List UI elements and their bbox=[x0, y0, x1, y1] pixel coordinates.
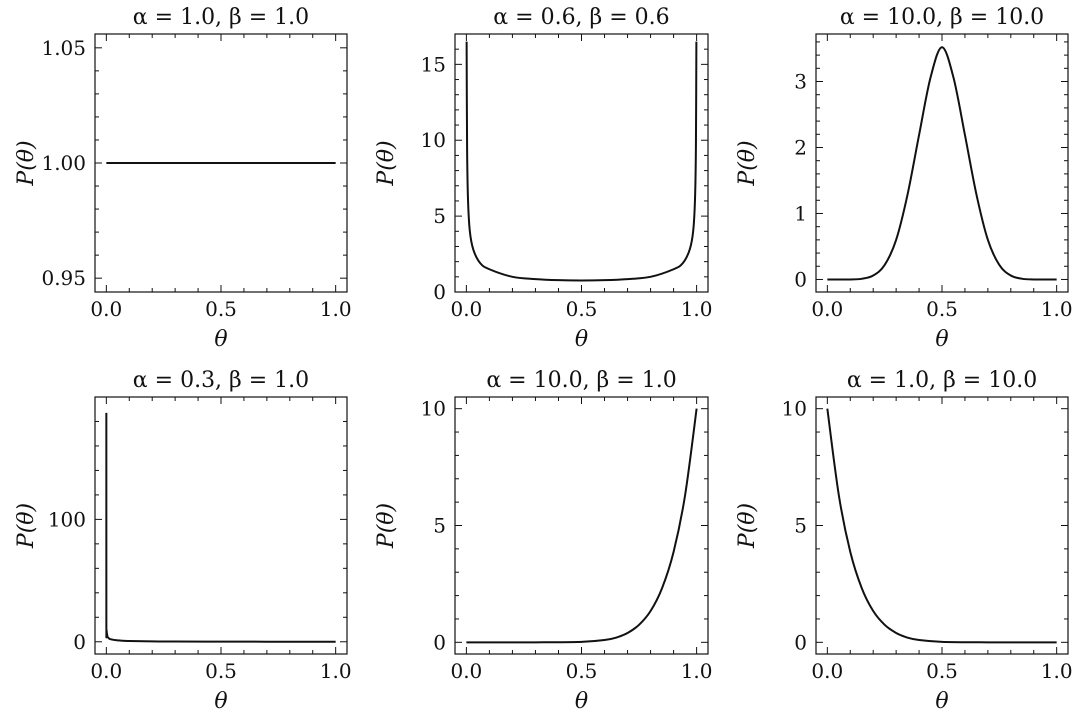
x-tick-label: 1.0 bbox=[681, 297, 713, 321]
y-axis-label: P(θ) bbox=[14, 503, 39, 549]
plot-frame bbox=[815, 33, 1069, 293]
pdf-curve bbox=[826, 408, 1057, 644]
x-tick-label: 1.0 bbox=[320, 659, 352, 683]
x-tick-label: 0.5 bbox=[926, 297, 958, 321]
x-tick-label: 0.5 bbox=[566, 297, 598, 321]
y-axis-label: P(θ) bbox=[14, 140, 39, 186]
panel-title: α = 1.0, β = 1.0 bbox=[133, 5, 309, 30]
y-tick-label: 2 bbox=[794, 135, 807, 159]
x-tick-label: 0.0 bbox=[811, 659, 843, 683]
x-tick-label: 0.0 bbox=[450, 297, 482, 321]
y-axis-label: P(θ) bbox=[735, 140, 760, 186]
x-tick-label: 0.0 bbox=[90, 297, 122, 321]
y-tick-label: 15 bbox=[421, 52, 446, 76]
x-tick-label: 1.0 bbox=[1041, 297, 1073, 321]
y-tick-label: 1 bbox=[794, 201, 807, 225]
x-axis-label: θ bbox=[214, 327, 227, 352]
y-tick-label: 0 bbox=[794, 630, 807, 654]
y-tick-label: 1.00 bbox=[41, 151, 86, 175]
y-tick-label: 1.05 bbox=[41, 36, 86, 60]
x-tick-label: 1.0 bbox=[681, 659, 713, 683]
panel-title: α = 1.0, β = 10.0 bbox=[847, 368, 1037, 393]
x-tick-label: 1.0 bbox=[1041, 659, 1073, 683]
panel-5: α = 10.0, β = 1.0 0.0 0.5 1.0 0 5 10 θ P(θ) bbox=[374, 368, 713, 714]
y-tick-label: 0 bbox=[73, 630, 86, 654]
panel-4: α = 0.3, β = 1.0 0.0 0.5 1.0 0 100 θ P(θ) bbox=[14, 368, 352, 714]
panel-3: α = 10.0, β = 10.0 0.0 0.5 1.0 0 1 2 3 θ P(θ) bbox=[735, 5, 1073, 352]
pdf-curve bbox=[105, 412, 336, 643]
x-tick-label: 0.5 bbox=[566, 659, 598, 683]
x-tick-label: 0.5 bbox=[205, 297, 237, 321]
x-tick-label: 0.5 bbox=[205, 659, 237, 683]
pdf-curve bbox=[827, 46, 1057, 281]
plot-frame bbox=[454, 396, 709, 655]
y-tick-label: 0 bbox=[794, 267, 807, 291]
panel-title: α = 10.0, β = 10.0 bbox=[840, 5, 1044, 30]
panel-6: α = 1.0, β = 10.0 0.0 0.5 1.0 0 5 10 θ P(θ) bbox=[735, 368, 1073, 714]
panel-2: α = 0.6, β = 0.6 0.0 0.5 1.0 0 5 10 15 θ P(θ) bbox=[374, 5, 713, 352]
x-axis-label: θ bbox=[214, 689, 227, 714]
y-tick-label: 10 bbox=[782, 397, 807, 421]
x-axis-label: θ bbox=[935, 327, 948, 352]
y-tick-label: 0.95 bbox=[41, 266, 86, 290]
y-tick-label: 0 bbox=[433, 630, 446, 654]
y-tick-label: 3 bbox=[794, 70, 807, 94]
x-axis-label: θ bbox=[575, 327, 588, 352]
x-tick-label: 0.0 bbox=[450, 659, 482, 683]
panel-title: α = 0.3, β = 1.0 bbox=[133, 368, 309, 393]
x-axis-label: θ bbox=[935, 689, 948, 714]
x-tick-label: 0.0 bbox=[811, 297, 843, 321]
pdf-curve bbox=[465, 41, 698, 282]
y-tick-label: 10 bbox=[421, 397, 446, 421]
x-tick-label: 0.5 bbox=[926, 659, 958, 683]
y-axis-label: P(θ) bbox=[374, 140, 399, 186]
x-axis-label: θ bbox=[575, 689, 588, 714]
plot-frame bbox=[815, 396, 1069, 655]
y-tick-label: 100 bbox=[48, 507, 86, 531]
y-tick-label: 5 bbox=[433, 514, 446, 538]
y-axis-label: P(θ) bbox=[374, 503, 399, 549]
y-axis-label: P(θ) bbox=[735, 503, 760, 549]
panel-1: α = 1.0, β = 1.0 0.0 0.5 1.0 0.95 1.00 1.05 θ P(… bbox=[14, 5, 352, 352]
x-tick-label: 0.0 bbox=[90, 659, 122, 683]
x-tick-label: 1.0 bbox=[320, 297, 352, 321]
plot-frame bbox=[454, 33, 709, 293]
y-tick-label: 5 bbox=[794, 514, 807, 538]
panel-title: α = 10.0, β = 1.0 bbox=[486, 368, 676, 393]
y-tick-label: 5 bbox=[433, 204, 446, 228]
y-tick-label: 10 bbox=[421, 128, 446, 152]
y-tick-label: 0 bbox=[433, 280, 446, 304]
pdf-curve bbox=[466, 408, 698, 644]
plot-frame bbox=[94, 396, 348, 655]
panel-title: α = 0.6, β = 0.6 bbox=[493, 5, 669, 30]
